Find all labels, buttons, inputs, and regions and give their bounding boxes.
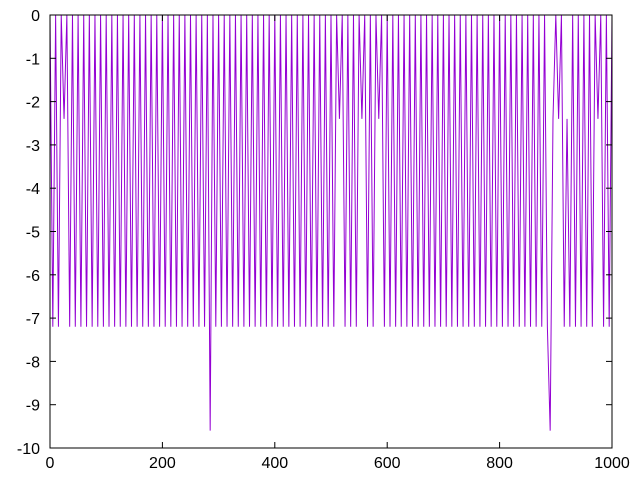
y-tick-label: -3: [26, 138, 40, 155]
series-layer: [49, 14, 613, 431]
y-tick-label: -8: [26, 354, 40, 371]
y-tick-label: 0: [31, 8, 40, 25]
plot-border: [49, 14, 613, 449]
x-tick-label: 400: [261, 455, 288, 472]
x-tick-label: 800: [486, 455, 513, 472]
x-tick-label: 1000: [594, 455, 630, 472]
y-tick-label: -4: [26, 181, 40, 198]
x-tick-label: 0: [46, 455, 55, 472]
series-line-0: [49, 14, 613, 431]
y-tick-label: -9: [26, 398, 40, 415]
axis-ticks: 0 200 400 600 800 1000 0 -1 -2 -3 -4 -5 -6 -7 -8 -9 -10: [17, 8, 630, 472]
y-tick-label: -7: [26, 311, 40, 328]
x-tick-label: 200: [149, 455, 176, 472]
y-tick-label: -6: [26, 268, 40, 285]
y-tick-label: -1: [26, 51, 40, 68]
y-tick-label: -10: [17, 441, 40, 458]
y-tick-label: -5: [26, 225, 40, 242]
x-tick-label: 600: [374, 455, 401, 472]
y-tick-label: -2: [26, 95, 40, 112]
